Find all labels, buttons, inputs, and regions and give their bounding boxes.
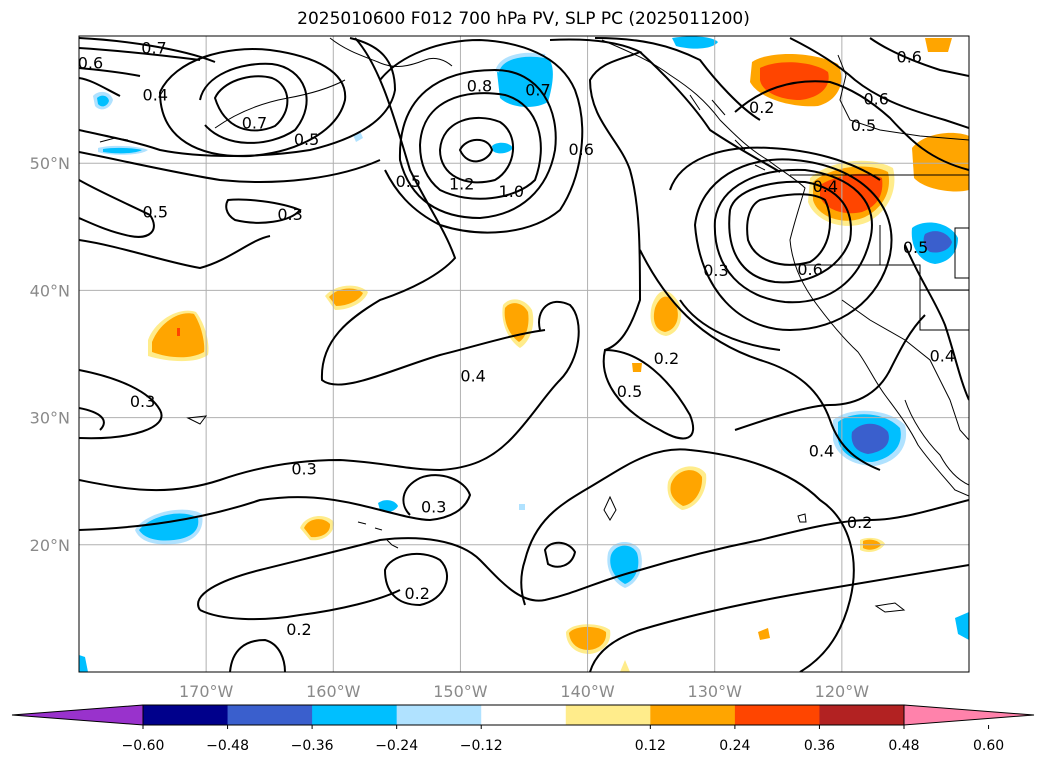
map-frame (78, 35, 970, 673)
contour-label: 0.6 (897, 47, 922, 66)
colorbar-tick-label: 0.24 (719, 738, 750, 754)
colorbar-segment (143, 705, 229, 725)
lat-tick-label: 20°N (30, 536, 70, 555)
map-title: 2025010600 F012 700 hPa PV, SLP PC (2025… (297, 9, 750, 29)
contour-label: 0.2 (404, 584, 429, 603)
colorbar-tick-label: 0.48 (888, 738, 919, 754)
contour-label: 0.5 (617, 382, 642, 401)
contour-label: 0.5 (851, 116, 876, 135)
latitude-tick-labels: 50°N 40°N 30°N 20°N (30, 154, 70, 555)
contour-label: 1.2 (449, 175, 474, 194)
contour-label: 1.0 (499, 182, 524, 201)
contour-label: 0.7 (141, 38, 166, 57)
pv-anomaly-shading (79, 36, 969, 672)
colorbar-frame (142, 704, 905, 726)
lon-tick-label: 170°W (179, 682, 234, 701)
contour-label: 0.7 (525, 80, 550, 99)
lon-tick-label: 130°W (688, 682, 743, 701)
contour-label: 0.2 (654, 349, 679, 368)
lon-tick-label: 120°W (815, 682, 870, 701)
contour-label: 0.5 (143, 203, 168, 222)
contour-label: 0.6 (797, 260, 822, 279)
lon-tick-label: 140°W (560, 682, 615, 701)
lat-tick-label: 40°N (30, 281, 70, 300)
contour-label: 0.4 (460, 367, 485, 386)
contour-label: 0.2 (749, 98, 774, 117)
lon-tick-label: 160°W (306, 682, 361, 701)
contour-label: 0.3 (291, 459, 316, 478)
colorbar: −0.60 −0.48 −0.36 −0.24 −0.12 0.12 0.24 0.36 0.4… (11, 704, 1035, 754)
pv-contours (79, 37, 969, 672)
contour-label: 0.8 (467, 77, 492, 96)
contour-label: 0.2 (286, 620, 311, 639)
contour-label: 0.7 (242, 113, 267, 132)
lon-tick-label: 150°W (433, 682, 488, 701)
contour-label: 0.4 (930, 346, 955, 365)
colorbar-tick-label: 0.36 (804, 738, 835, 754)
colorbar-extend-min (11, 704, 144, 726)
contour-labels: 0.7 0.6 0.4 0.7 0.5 0.5 0.3 0.8 1.2 1.0 0.5 0.7 0.6 0… (78, 38, 955, 639)
colorbar-tick-label: −0.60 (122, 738, 165, 754)
colorbar-segment (734, 705, 820, 725)
colorbar-tick-label: −0.12 (460, 738, 503, 754)
contour-label: 0.4 (813, 177, 838, 196)
colorbar-tick-label: −0.24 (375, 738, 418, 754)
colorbar-segment (650, 705, 736, 725)
contour-label: 0.5 (396, 172, 421, 191)
graticule (79, 36, 969, 672)
contour-label: 0.4 (143, 86, 168, 105)
colorbar-tick-label: 0.12 (635, 738, 666, 754)
lat-tick-label: 50°N (30, 154, 70, 173)
contour-label: 0.5 (294, 130, 319, 149)
colorbar-extend-max (903, 704, 1035, 726)
colorbar-segment (312, 705, 398, 725)
contour-label: 0.5 (903, 238, 928, 257)
contour-label: 0.2 (847, 513, 872, 532)
colorbar-segment (819, 705, 905, 725)
colorbar-segment (227, 705, 313, 725)
contour-label: 0.6 (78, 54, 103, 73)
contour-label: 0.3 (130, 392, 155, 411)
contour-label: 0.3 (703, 261, 728, 280)
contour-label: 0.4 (809, 442, 834, 461)
colorbar-tick-label: −0.48 (206, 738, 249, 754)
colorbar-segment (481, 705, 567, 725)
contour-label: 0.6 (568, 140, 593, 159)
colorbar-tick-label: −0.36 (291, 738, 334, 754)
contour-label: 0.3 (277, 205, 302, 224)
colorbar-segment (565, 705, 651, 725)
lat-tick-label: 30°N (30, 409, 70, 428)
colorbar-segment (396, 705, 482, 725)
contour-label: 0.3 (421, 498, 446, 517)
longitude-tick-labels: 170°W 160°W 150°W 140°W 130°W 120°W (179, 682, 869, 701)
contour-label: 0.6 (863, 89, 888, 108)
coastlines (99, 37, 969, 613)
colorbar-tick-label: 0.60 (973, 738, 1004, 754)
